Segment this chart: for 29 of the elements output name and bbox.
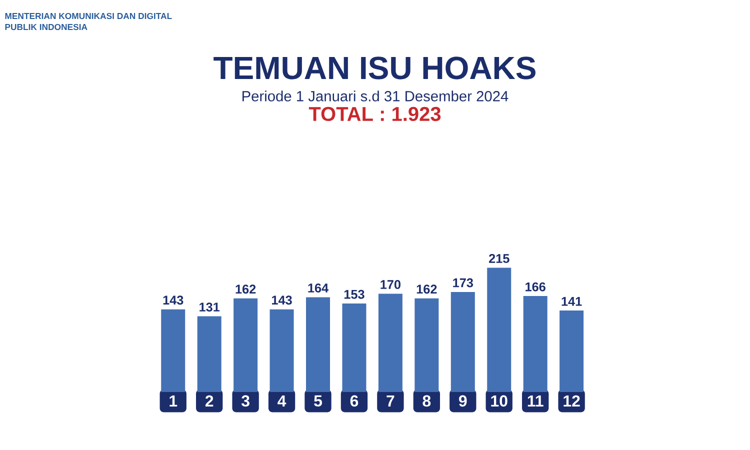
data-label: 143 xyxy=(163,296,184,305)
data-label: 143 xyxy=(272,296,292,305)
x-tick-label: 10 xyxy=(491,395,508,407)
data-label: 166 xyxy=(526,282,546,292)
data-label: 164 xyxy=(308,284,329,292)
data-label: 131 xyxy=(200,302,220,312)
data-label: 215 xyxy=(488,254,510,264)
chart-title: TEMUAN ISU HOAKS xyxy=(214,56,536,80)
data-label: 153 xyxy=(344,290,364,299)
text: PUBLIK INDONESIA xyxy=(5,24,88,30)
x-tick-label: 3 xyxy=(241,395,250,407)
text: TOTAL : 1.923 xyxy=(308,106,441,122)
data-label: 141 xyxy=(562,297,582,306)
x-tick-label: 5 xyxy=(314,395,322,407)
x-tick-label: 6 xyxy=(350,395,358,407)
x-tick-label: 11 xyxy=(528,395,544,406)
data-label: 162 xyxy=(236,284,256,294)
x-tick-label: 4 xyxy=(278,395,286,406)
x-tick-label: 8 xyxy=(422,395,431,407)
x-tick-label: 12 xyxy=(564,395,580,407)
chart-subtitle: Periode 1 Januari s.d 31 Desember 2024 xyxy=(242,90,508,102)
data-label: 162 xyxy=(416,284,437,294)
text: MENTERIAN KOMUNIKASI DAN DIGITAL xyxy=(5,12,172,20)
data-label: 173 xyxy=(453,278,473,288)
x-tick-label: 9 xyxy=(459,395,467,407)
x-tick-label: 2 xyxy=(205,395,214,407)
data-label: 170 xyxy=(380,280,400,290)
x-tick-label: 7 xyxy=(386,395,394,406)
x-tick-label: 1 xyxy=(170,395,178,406)
